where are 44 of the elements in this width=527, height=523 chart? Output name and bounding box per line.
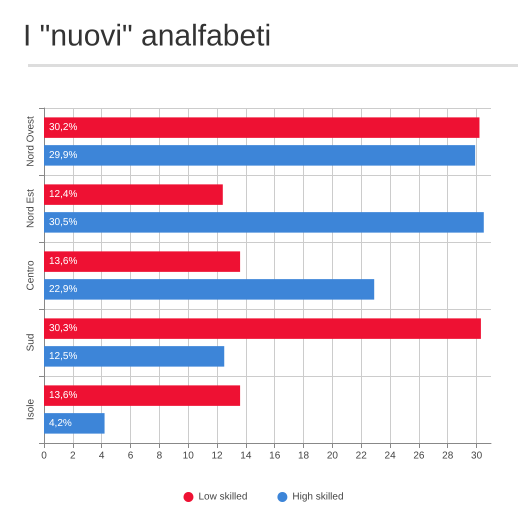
y-tick-label: Isole bbox=[26, 398, 36, 420]
legend-label: High skilled bbox=[292, 492, 344, 502]
data-label: 13,6% bbox=[49, 390, 78, 402]
data-label: 29,9% bbox=[49, 150, 78, 161]
data-label: 30,2% bbox=[49, 122, 78, 134]
x-tick-label: 2 bbox=[70, 450, 76, 462]
data-label: 30,5% bbox=[49, 216, 78, 228]
x-tick-label: 14 bbox=[240, 450, 252, 462]
x-tick-label: 0 bbox=[41, 450, 48, 462]
data-label: 30,3% bbox=[49, 323, 78, 334]
bar bbox=[44, 413, 105, 434]
x-tick-label: 26 bbox=[413, 450, 425, 462]
bar bbox=[44, 385, 240, 406]
x-tick-label: 8 bbox=[156, 450, 163, 462]
data-label: 4,2% bbox=[49, 418, 72, 429]
bar bbox=[44, 251, 240, 272]
x-tick-label: 22 bbox=[356, 450, 368, 462]
bar bbox=[44, 145, 476, 166]
bar bbox=[44, 279, 374, 300]
bar bbox=[44, 117, 480, 138]
bar bbox=[44, 318, 481, 339]
x-tick-label: 20 bbox=[326, 450, 338, 462]
data-label: 13,6% bbox=[49, 256, 78, 268]
data-label: 12,4% bbox=[49, 189, 78, 200]
x-tick-label: 24 bbox=[384, 450, 396, 462]
x-tick-label: 30 bbox=[471, 450, 483, 462]
data-label: 22,9% bbox=[49, 284, 78, 295]
bar bbox=[44, 184, 223, 205]
bar bbox=[44, 346, 224, 367]
legend-label: Low skilled bbox=[198, 492, 248, 502]
x-tick-label: 4 bbox=[98, 450, 105, 462]
x-tick-label: 6 bbox=[128, 450, 134, 462]
y-tick-label: Centro bbox=[26, 260, 36, 291]
x-tick-label: 16 bbox=[269, 450, 281, 462]
y-tick-label: Sud bbox=[26, 334, 36, 352]
y-tick-label: Nord Ovest bbox=[26, 116, 36, 167]
y-tick-label: Nord Est bbox=[26, 188, 36, 228]
x-tick-label: 28 bbox=[442, 450, 454, 462]
x-tick-label: 18 bbox=[298, 450, 310, 462]
x-tick-label: 12 bbox=[211, 450, 224, 462]
x-tick-label: 10 bbox=[182, 450, 194, 462]
chart-title: I "nuovi" analfabeti bbox=[23, 20, 272, 52]
bar bbox=[44, 212, 484, 233]
data-label: 12,5% bbox=[49, 350, 78, 362]
